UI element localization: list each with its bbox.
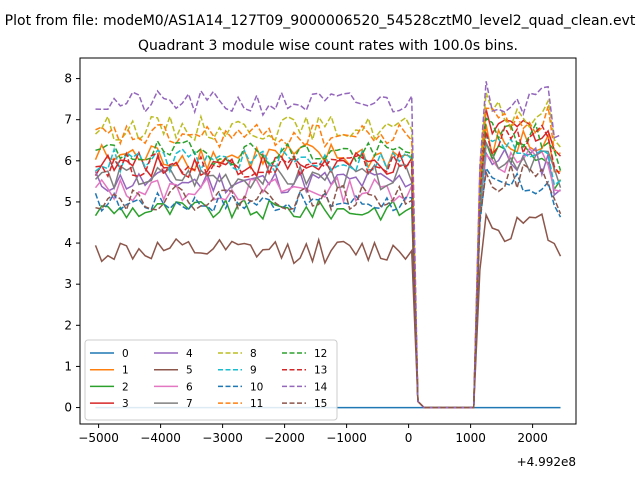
legend-label-0: 0 xyxy=(122,348,129,360)
x-tick-label: −1000 xyxy=(326,431,367,445)
x-tick-label: 1000 xyxy=(455,431,486,445)
legend-label-8: 8 xyxy=(250,348,257,360)
x-axis: −5000 −4000 −3000 −2000 −1000 0 1000 2000 xyxy=(78,424,548,445)
series-line-15 xyxy=(95,162,562,409)
x-tick-label: −3000 xyxy=(202,431,243,445)
legend-box xyxy=(84,339,338,421)
legend-label-5: 5 xyxy=(186,365,193,377)
legend-label-12: 12 xyxy=(314,348,327,360)
legend-label-15: 15 xyxy=(314,398,327,410)
y-tick-label: 8 xyxy=(64,72,72,86)
series-line-5 xyxy=(94,212,562,409)
plot-frame xyxy=(79,57,577,425)
y-tick-label: 1 xyxy=(64,359,72,373)
chart-title: Quadrant 3 module wise count rates with … xyxy=(138,38,518,54)
x-tick-label: 2000 xyxy=(517,431,548,445)
x-tick-label: 0 xyxy=(405,431,413,445)
legend-label-6: 6 xyxy=(186,381,193,393)
legend-label-4: 4 xyxy=(186,348,193,360)
series-line-13 xyxy=(95,124,562,409)
y-tick-label: 0 xyxy=(64,401,72,415)
legend-label-14: 14 xyxy=(314,381,328,393)
y-tick-label: 7 xyxy=(64,113,72,127)
y-tick-label: 4 xyxy=(64,236,72,250)
series-layer xyxy=(94,81,562,409)
legend-label-11: 11 xyxy=(250,398,263,410)
series-line-3 xyxy=(94,109,562,409)
legend-label-10: 10 xyxy=(250,381,263,393)
x-tick-label: −5000 xyxy=(78,431,119,445)
y-tick-label: 5 xyxy=(64,195,72,209)
legend-label-7: 7 xyxy=(186,398,193,410)
x-tick-label: −4000 xyxy=(140,431,181,445)
legend-label-1: 1 xyxy=(122,365,129,377)
legend-label-2: 2 xyxy=(122,381,129,393)
y-tick-label: 3 xyxy=(64,277,72,291)
legend-label-9: 9 xyxy=(250,365,257,377)
legend-label-13: 13 xyxy=(314,365,327,377)
series-line-11 xyxy=(95,105,561,409)
series-line-8 xyxy=(94,92,562,409)
series-line-14 xyxy=(95,81,561,409)
y-tick-label: 2 xyxy=(64,318,72,332)
figure-suptitle: Plot from file: modeM0/AS1A14_127T09_900… xyxy=(5,13,636,29)
y-axis: 0 1 2 3 4 5 6 7 8 xyxy=(64,72,80,415)
x-offset-label: +4.992e8 xyxy=(517,455,576,469)
legend-label-3: 3 xyxy=(122,398,129,410)
x-tick-label: −2000 xyxy=(264,431,305,445)
y-tick-label: 6 xyxy=(64,154,72,168)
